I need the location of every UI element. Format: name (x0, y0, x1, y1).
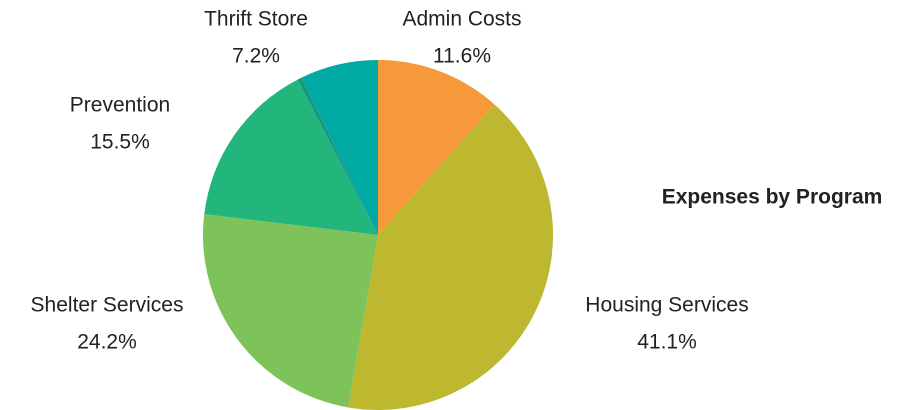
pie-slice (348, 104, 553, 410)
slice-value-label: 11.6% (433, 45, 491, 68)
pie-slice (301, 60, 378, 235)
slice-label: Thrift Store (204, 8, 308, 31)
slice-value-label: 15.5% (90, 131, 150, 154)
slice-label: Shelter Services (31, 294, 184, 317)
pie-slice (204, 79, 378, 236)
pie-slice (297, 77, 378, 235)
slice-value-label: 41.1% (637, 331, 697, 354)
slice-value-label: 24.2% (77, 331, 137, 354)
slice-value-label: 7.2% (232, 45, 280, 68)
slice-label: Housing Services (585, 294, 748, 317)
slice-label: Prevention (70, 94, 170, 117)
slice-label: Admin Costs (402, 8, 521, 31)
chart-title: Expenses by Program (662, 186, 883, 209)
pie-slice (202, 214, 378, 408)
pie-slice (378, 60, 495, 235)
